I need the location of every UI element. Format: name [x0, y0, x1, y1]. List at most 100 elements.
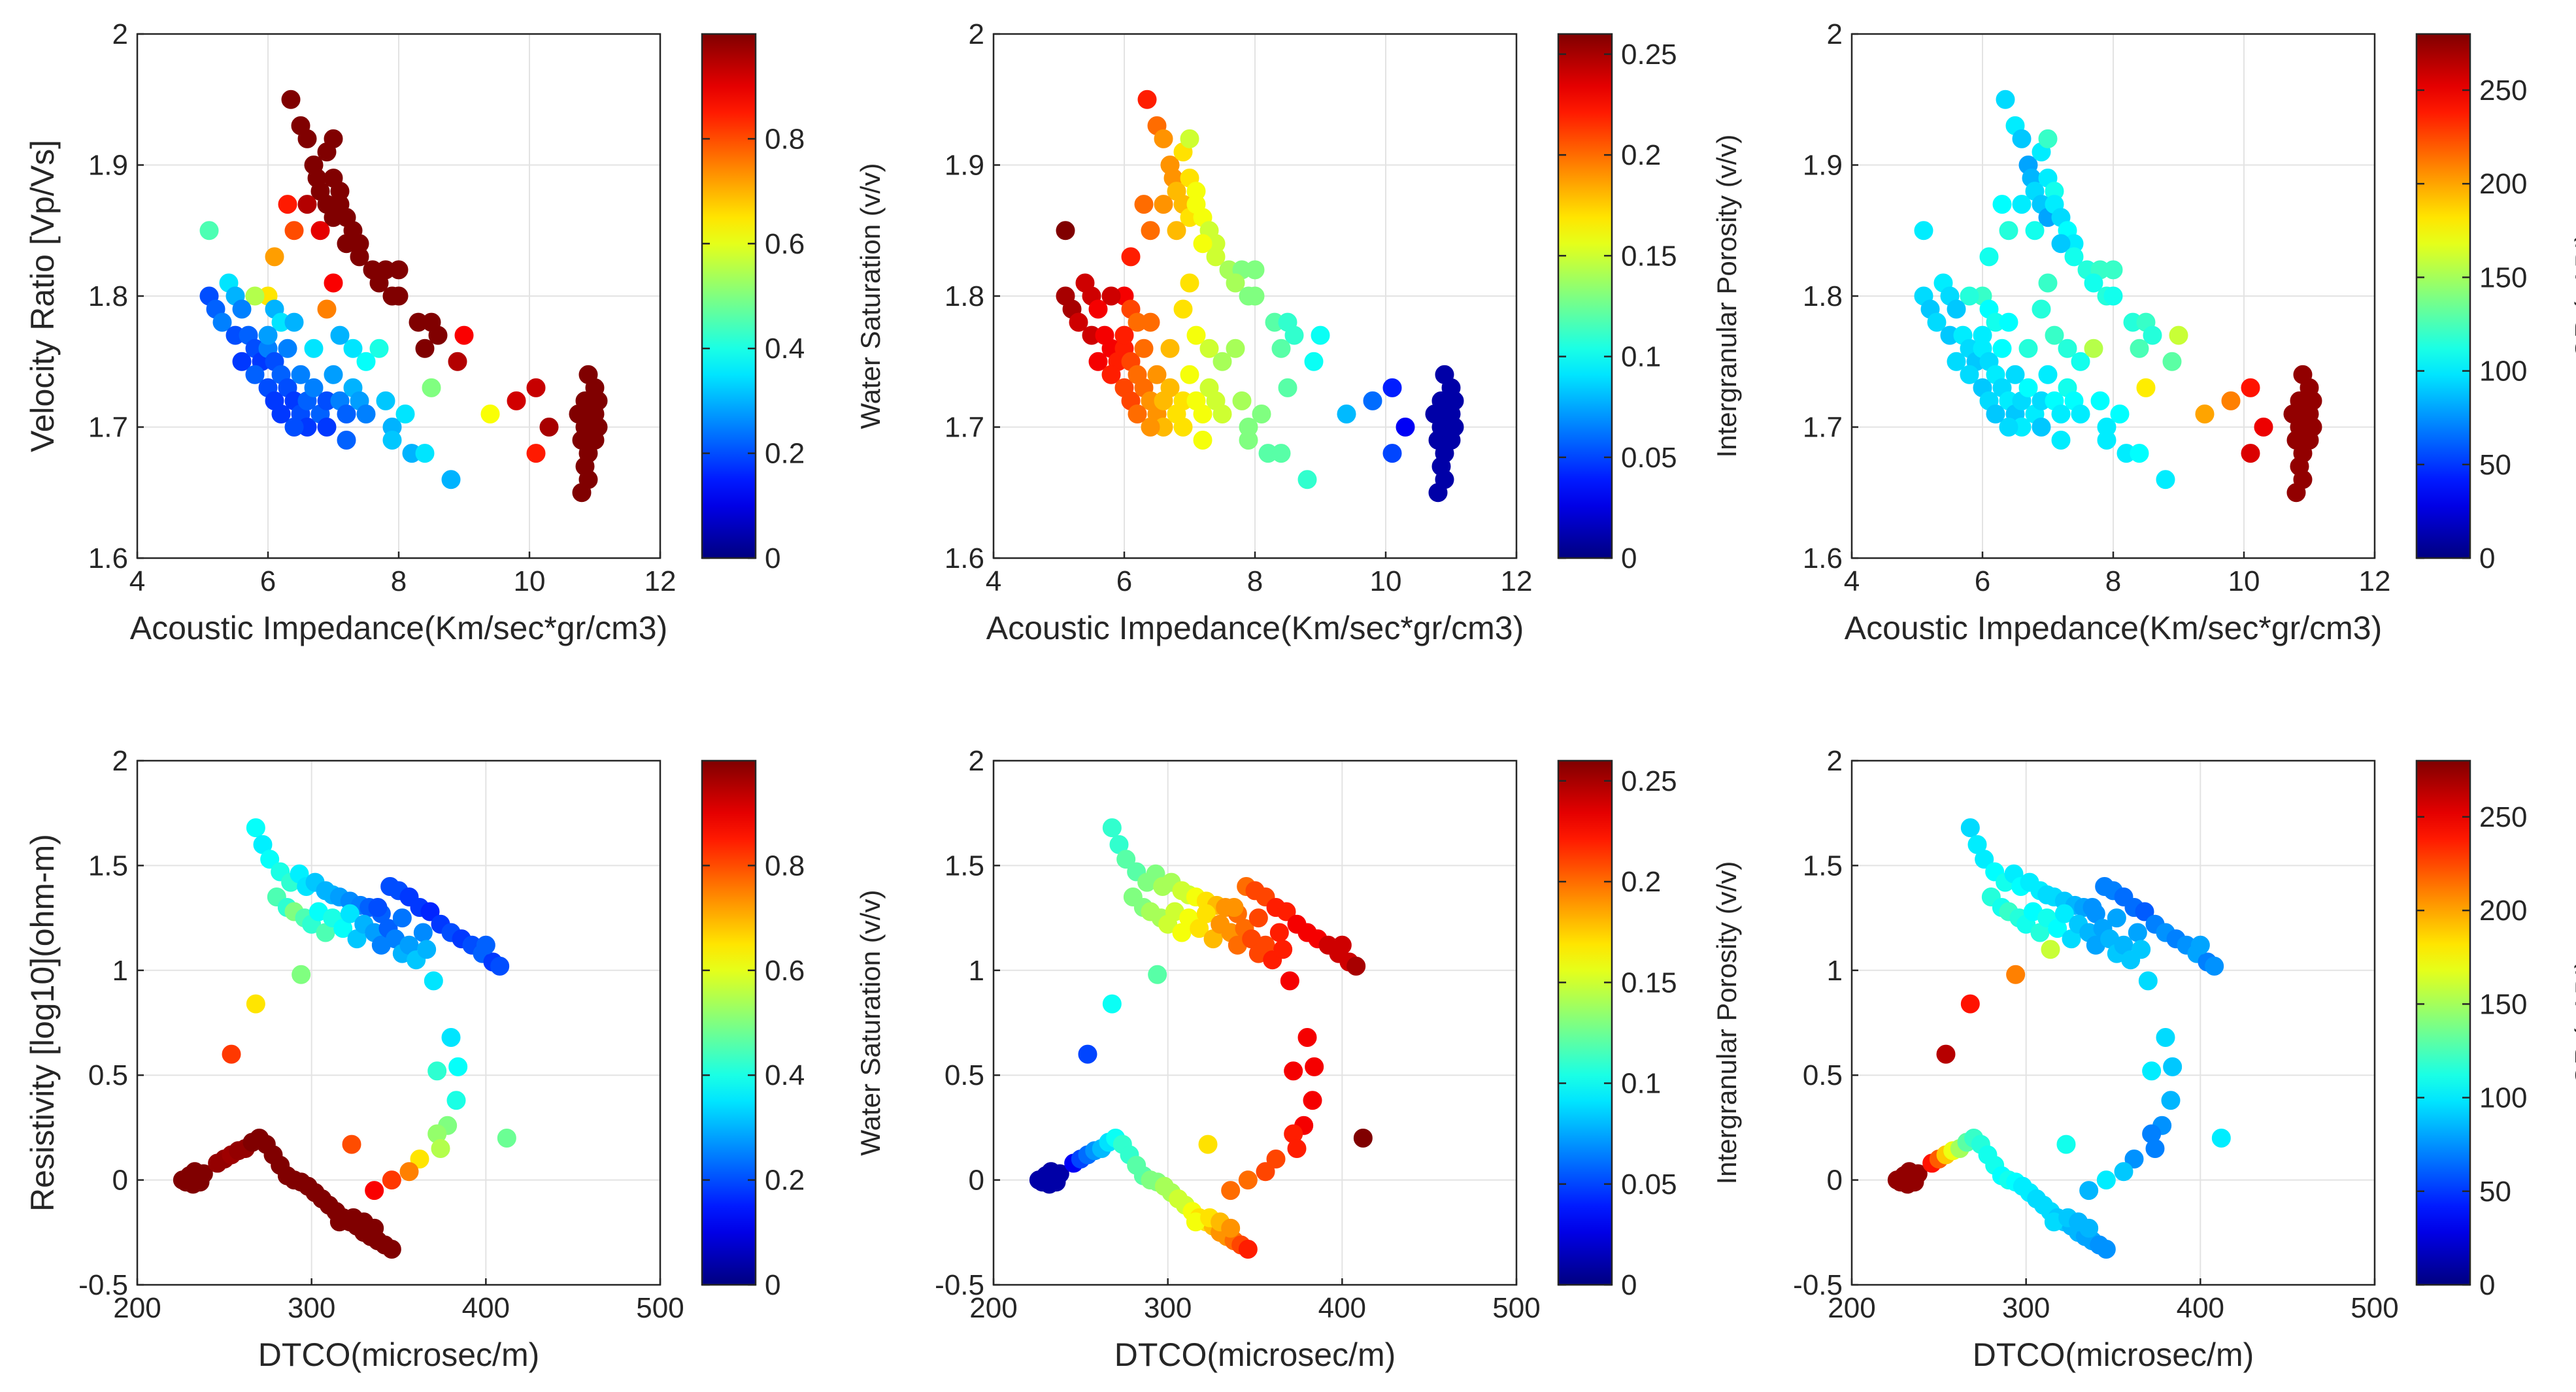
data-point: [232, 352, 252, 371]
colorbar-tick-label: 0.2: [1621, 139, 1661, 171]
data-point: [2051, 404, 2071, 423]
data-point: [284, 312, 304, 332]
x-tick-label: 4: [129, 565, 145, 597]
data-point: [1198, 1135, 1218, 1154]
data-point: [1232, 391, 1252, 410]
axes-box: [136, 33, 661, 559]
data-point: [2071, 404, 2090, 423]
colorbar-tick-label: 200: [2479, 895, 2527, 927]
data-point: [1213, 352, 1232, 371]
y-tick-label: 1.6: [945, 542, 984, 574]
colorbar-tick-label: 200: [2479, 168, 2527, 200]
y-tick-label: 1.9: [1803, 150, 1843, 182]
data-point: [1960, 286, 1979, 306]
data-point: [2156, 470, 2175, 489]
data-point: [2032, 299, 2051, 319]
data-point: [1134, 195, 1154, 214]
data-point: [350, 247, 369, 267]
x-tick-label: 300: [288, 1292, 335, 1324]
data-point: [1999, 221, 2018, 240]
colorbar-tick-label: 0.6: [765, 955, 805, 987]
subplot-r1-c2: 4 6 8 10 12 1.6 1.7 1.8 1.9 2 Acoustic Impedance(K…: [945, 18, 1742, 646]
data-point: [1206, 247, 1226, 267]
data-point: [1041, 1162, 1061, 1182]
subplot-r1-c3: 4 6 8 10 12 1.6 1.7 1.8 1.9 2 Acoustic Impedance(K…: [1803, 18, 2576, 646]
colorbar-tick-label: 150: [2479, 261, 2527, 293]
x-tick-label: 200: [969, 1292, 1017, 1324]
data-point: [2038, 365, 2058, 384]
data-point: [1102, 818, 1122, 838]
data-point: [2032, 418, 2051, 437]
scatter-points: [1029, 818, 1373, 1259]
data-point: [1167, 221, 1186, 240]
data-point: [2124, 1150, 2144, 1169]
data-point: [441, 470, 461, 489]
data-point: [245, 286, 265, 306]
data-point: [1287, 1138, 1307, 1158]
data-point: [297, 195, 317, 214]
data-point: [1193, 234, 1213, 254]
data-point: [1999, 312, 2018, 332]
y-tick-label: 2: [112, 745, 128, 777]
data-point: [337, 234, 356, 254]
data-point: [1277, 902, 1296, 921]
data-point: [310, 221, 330, 240]
data-point: [1303, 1091, 1322, 1110]
data-point: [356, 404, 376, 423]
data-point: [1297, 470, 1317, 489]
colorbar-tick-label: 0.1: [1621, 1068, 1661, 1100]
data-point: [1284, 325, 1304, 345]
data-point: [1193, 404, 1213, 423]
data-point: [1056, 221, 1075, 240]
colorbar-tick-label: 0: [1621, 542, 1637, 574]
data-point: [1199, 339, 1219, 358]
data-point: [1193, 431, 1213, 450]
x-axis-label: DTCO(microsec/m): [258, 1336, 540, 1373]
data-point: [1271, 444, 1291, 463]
data-point: [337, 404, 356, 423]
data-point: [1382, 378, 1402, 397]
data-point: [454, 325, 474, 345]
data-point: [448, 1057, 468, 1076]
data-point: [1252, 404, 1271, 423]
data-point: [246, 818, 265, 838]
data-point: [1114, 325, 1134, 345]
colorbar-tick-label: 0: [765, 542, 780, 574]
data-point: [1975, 850, 1994, 869]
data-point: [365, 1218, 384, 1238]
data-point: [1992, 339, 2012, 358]
data-point: [1347, 956, 1366, 976]
colorbar-tick-label: 100: [2479, 1082, 2527, 1114]
colorbar-tick-label: 0.6: [765, 228, 805, 260]
data-point: [1914, 221, 1933, 240]
y-axis-label: Velocity Ratio [Vp/Vs]: [24, 140, 61, 452]
data-point: [1960, 994, 1980, 1014]
data-point: [578, 470, 598, 489]
data-point: [1213, 404, 1232, 423]
data-point: [2303, 391, 2322, 410]
data-point: [1284, 1061, 1303, 1081]
data-point: [297, 129, 317, 148]
data-point: [2303, 418, 2322, 437]
colorbar-tick-label: 0.25: [1621, 765, 1677, 797]
colorbar-tick-label: 250: [2479, 75, 2527, 107]
colorbar: 0 0.2 0.4 0.6 0.8 Water Saturation (v/v): [701, 33, 886, 574]
axes-box: [1850, 759, 2376, 1286]
subplot-r2-c2: 200 300 400 500 -0.5 0 0.5 1 1.5 2 DTCO(microsec/m…: [935, 745, 1742, 1373]
data-point: [2136, 378, 2156, 397]
data-point: [2041, 940, 2060, 959]
data-point: [2083, 898, 2102, 918]
x-tick-label: 500: [1492, 1292, 1540, 1324]
data-point: [2142, 1061, 2162, 1081]
data-point: [1121, 247, 1141, 267]
x-tick-label: 8: [2105, 565, 2121, 597]
data-point: [1069, 312, 1088, 332]
y-tick-label: 1.7: [945, 412, 984, 444]
data-point: [2241, 378, 2260, 397]
data-point: [2018, 378, 2038, 397]
data-point: [395, 404, 415, 423]
data-point: [1238, 1170, 1258, 1190]
data-point: [324, 129, 343, 148]
colorbar-tick-label: 150: [2479, 988, 2527, 1020]
colorbar-label: Intergranular Porosity (v/v): [1711, 135, 1742, 458]
